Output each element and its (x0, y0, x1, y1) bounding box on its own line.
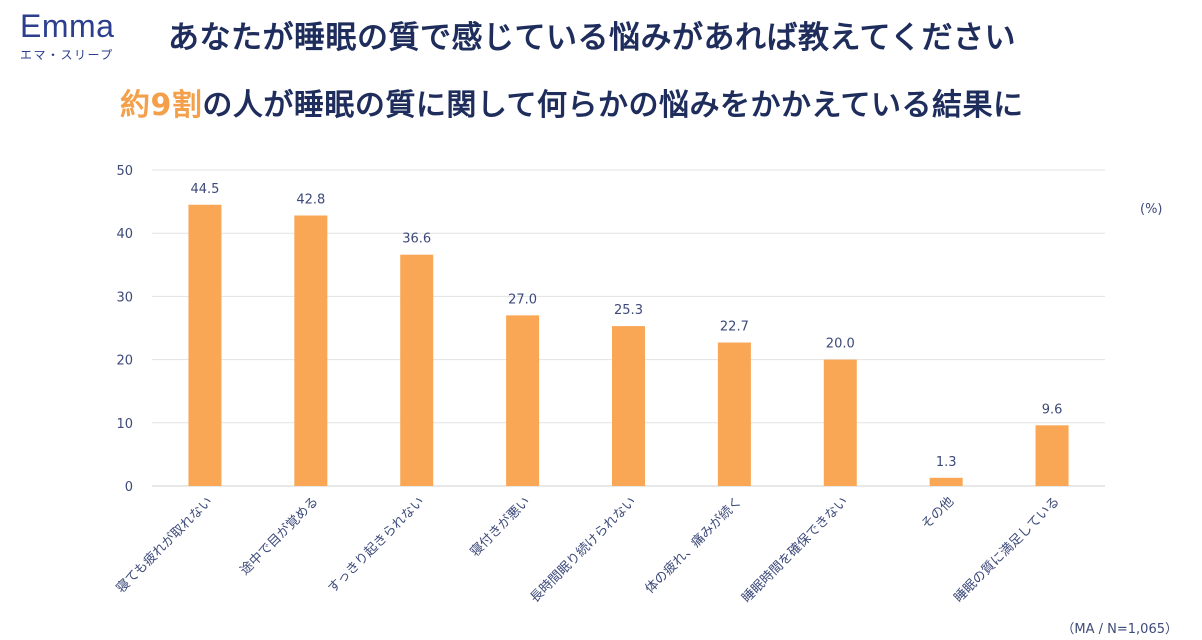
y-tick-label: 50 (116, 164, 133, 179)
category-label: 途中で目が覚める (237, 494, 322, 579)
bar (188, 204, 222, 486)
category-label: すっきり起きられない (325, 494, 427, 596)
y-tick-label: 20 (116, 354, 133, 369)
data-label: 1.3 (936, 455, 957, 470)
category-label: 体の疲れ、痛みが続く (642, 494, 745, 597)
page-subtitle: 約9割の人が睡眠の質に関して何らかの悩みをかかえている結果に (120, 80, 1023, 124)
data-label: 42.8 (296, 193, 325, 208)
category-label: 睡眠時間を確保できない (739, 494, 851, 606)
y-tick-label: 30 (116, 290, 133, 305)
data-label: 44.5 (190, 182, 219, 197)
category-label: その他 (919, 494, 957, 532)
y-unit-label: (%) (1140, 202, 1163, 217)
bar (612, 326, 645, 486)
data-label: 9.6 (1042, 402, 1063, 417)
logo-subtitle: エマ・スリープ (20, 48, 114, 62)
bar (929, 477, 963, 486)
data-label: 25.3 (614, 303, 643, 318)
data-label: 22.7 (720, 320, 749, 335)
category-label: 長時間眠り続けられない (528, 494, 640, 606)
category-label: 寝付きが悪い (467, 494, 533, 560)
data-label: 36.6 (402, 232, 431, 247)
bar (823, 359, 857, 486)
category-label: 寝ても疲れが取れない (113, 494, 216, 597)
category-label: 睡眠の質に満足している (951, 494, 1062, 605)
brand-logo: Emma エマ・スリープ (20, 10, 150, 63)
subtitle-accent: 約9割 (120, 88, 203, 123)
sample-footnote: （MA / N=1,065） (1061, 622, 1178, 637)
y-tick-label: 0 (125, 480, 133, 495)
bar (717, 342, 751, 486)
y-tick-label: 40 (116, 227, 133, 242)
logo-wordmark: Emma (20, 8, 115, 44)
bar (294, 215, 328, 486)
bar (400, 254, 434, 486)
data-label: 20.0 (826, 337, 855, 352)
data-label: 27.0 (508, 292, 537, 307)
bar (506, 315, 540, 486)
y-tick-label: 10 (116, 417, 133, 432)
subtitle-rest: の人が睡眠の質に関して何らかの悩みをかかえている結果に (202, 88, 1024, 123)
bar (1035, 425, 1069, 486)
page-title: あなたが睡眠の質で感じている悩みがあれば教えてください (168, 20, 1017, 56)
